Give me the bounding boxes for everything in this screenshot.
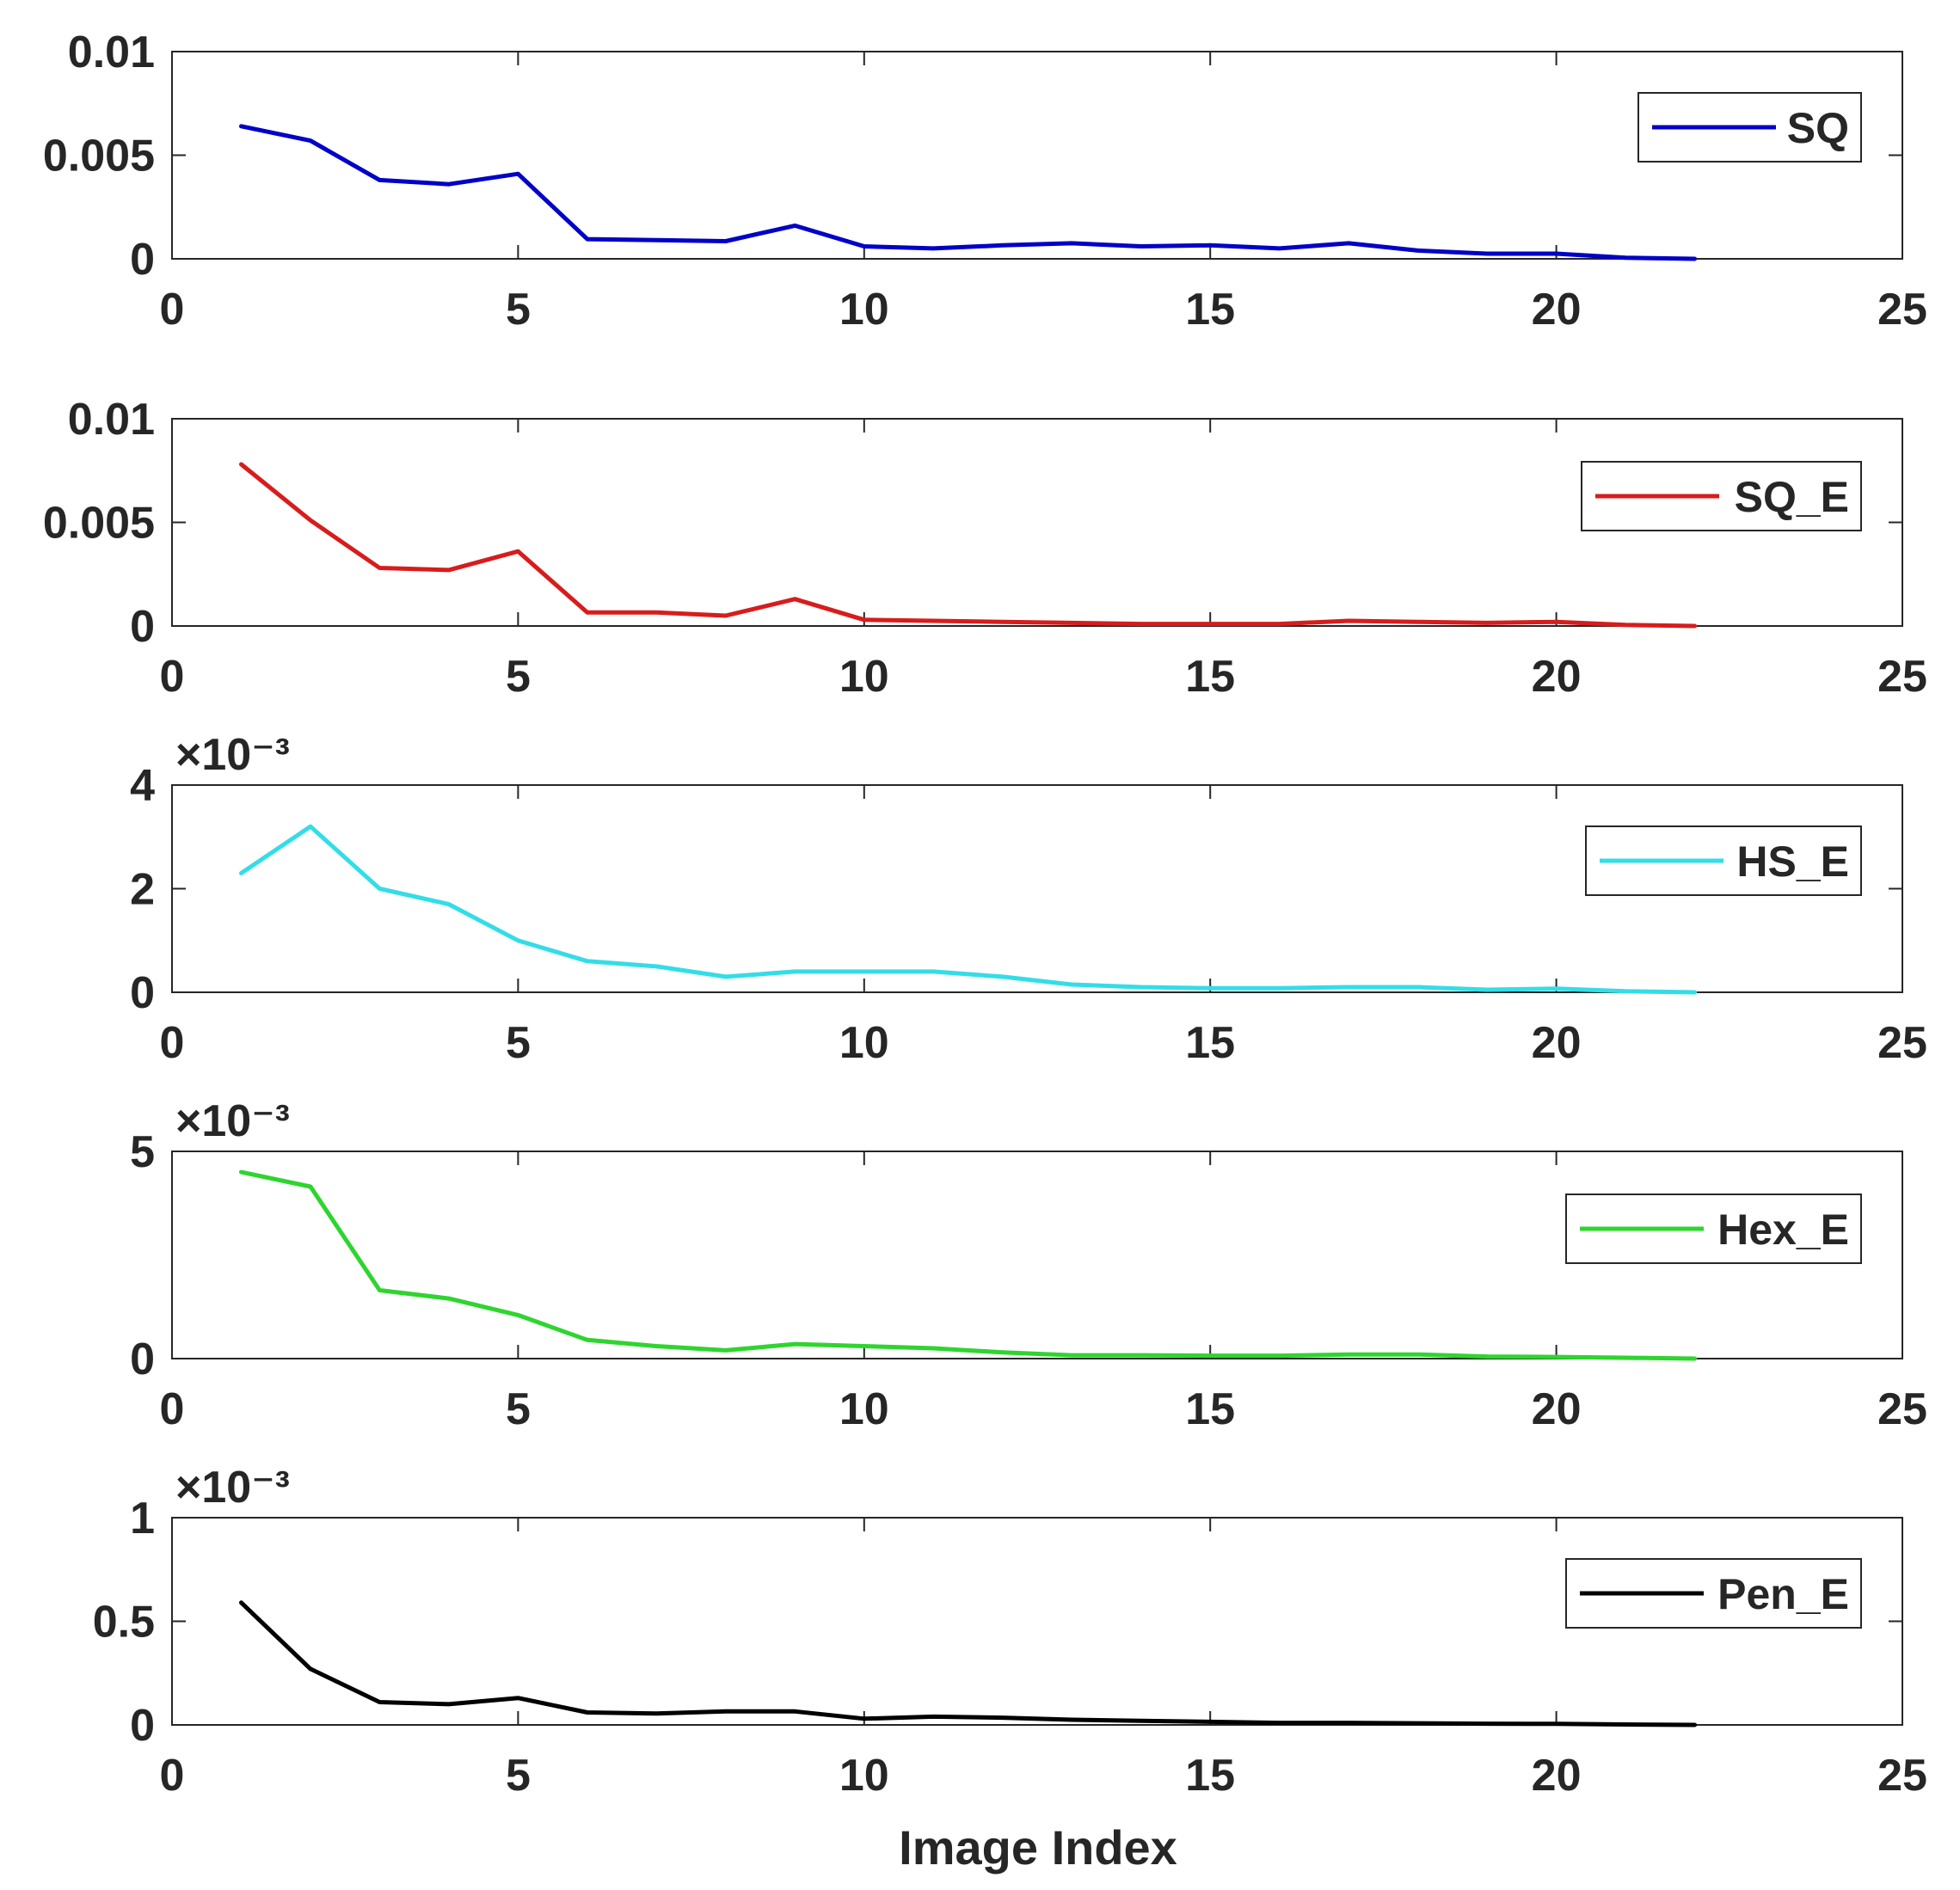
series-line-hex-e <box>239 1169 1698 1361</box>
x-tick-label: 25 <box>1877 1384 1927 1434</box>
series-line-sq-e <box>239 462 1698 629</box>
x-tick-label: 10 <box>839 285 889 334</box>
x-tick-label: 0 <box>160 1751 185 1801</box>
legend-label: HS_E <box>1736 838 1849 886</box>
y-exponent-label: ×10⁻³ <box>175 730 290 780</box>
legend: Hex_E <box>1565 1194 1862 1264</box>
y-tick-label: 0 <box>130 1335 155 1384</box>
x-tick-label: 0 <box>160 1018 185 1068</box>
y-tick-label: 0.01 <box>68 28 155 77</box>
y-tick-label: 0 <box>130 602 155 652</box>
x-tick-label: 20 <box>1532 1384 1582 1434</box>
y-tick-label: 5 <box>130 1127 155 1177</box>
x-tick-label: 25 <box>1877 1018 1927 1068</box>
x-tick-label: 10 <box>839 1751 889 1801</box>
axes-box <box>171 1151 1903 1359</box>
legend: Pen_E <box>1565 1558 1862 1629</box>
y-tick-label: 2 <box>130 865 155 915</box>
legend-label: Pen_E <box>1717 1570 1849 1618</box>
y-tick-label: 0.5 <box>93 1598 155 1648</box>
subplot-pen-e: 0 5 10 15 20 25 0 0.5 1 ×10⁻³ Pen_E <box>93 1463 1927 1801</box>
subplot-sq-e: 0 5 10 15 20 25 0 0.005 0.01 SQ_E <box>43 395 1927 702</box>
y-tick-label: 0.005 <box>43 132 155 181</box>
y-tick-label: 4 <box>130 761 155 811</box>
y-exponent-label: ×10⁻³ <box>175 1096 290 1146</box>
subplot-sq: 0 5 10 15 20 25 0 0.005 0.01 SQ <box>43 28 1927 334</box>
x-tick-label: 15 <box>1185 1751 1235 1801</box>
y-tick-label: 1 <box>130 1494 155 1543</box>
x-tick-label: 20 <box>1532 1018 1582 1068</box>
y-tick-label: 0 <box>130 235 155 285</box>
legend-label: Hex_E <box>1717 1206 1849 1254</box>
x-tick-label: 15 <box>1185 1018 1235 1068</box>
y-tick-label: 0 <box>130 1701 155 1751</box>
x-tick-label: 20 <box>1532 652 1582 702</box>
x-tick-label: 0 <box>160 1384 185 1434</box>
x-tick-label: 10 <box>839 652 889 702</box>
x-tick-label: 15 <box>1185 652 1235 702</box>
legend: SQ_E <box>1581 461 1862 531</box>
x-tick-label: 25 <box>1877 1751 1927 1801</box>
y-exponent-label: ×10⁻³ <box>175 1463 290 1513</box>
x-tick-label: 0 <box>160 285 185 334</box>
x-tick-label: 15 <box>1185 285 1235 334</box>
y-tick-label: 0.01 <box>68 395 155 445</box>
x-axis-label: Image Index <box>899 1820 1177 1875</box>
x-tick-label: 5 <box>506 1384 531 1434</box>
series-line-sq <box>239 124 1698 261</box>
legend: HS_E <box>1585 825 1862 896</box>
x-tick-label: 5 <box>506 285 531 334</box>
legend: SQ <box>1637 92 1862 163</box>
x-tick-label: 15 <box>1185 1384 1235 1434</box>
x-tick-label: 25 <box>1877 285 1927 334</box>
x-tick-label: 25 <box>1877 652 1927 702</box>
x-tick-label: 10 <box>839 1018 889 1068</box>
subplot-hs-e: 0 5 10 15 20 25 0 2 4 ×10⁻³ HS_E <box>130 730 1927 1068</box>
x-tick-label: 5 <box>506 1018 531 1068</box>
x-tick-label: 10 <box>839 1384 889 1434</box>
x-tick-label: 5 <box>506 652 531 702</box>
legend-label: SQ_E <box>1735 473 1849 521</box>
x-tick-label: 20 <box>1532 285 1582 334</box>
y-tick-label: 0 <box>130 968 155 1018</box>
subplot-hex-e: 0 5 10 15 20 25 0 5 ×10⁻³ Hex_E <box>130 1096 1927 1434</box>
series-line-pen-e <box>239 1600 1698 1727</box>
x-tick-label: 20 <box>1532 1751 1582 1801</box>
y-tick-label: 0.005 <box>43 499 155 549</box>
x-tick-label: 0 <box>160 652 185 702</box>
legend-label: SQ <box>1787 104 1849 152</box>
series-line-hs-e <box>239 824 1698 995</box>
legend-box <box>1565 1558 1862 1629</box>
x-tick-label: 5 <box>506 1751 531 1801</box>
